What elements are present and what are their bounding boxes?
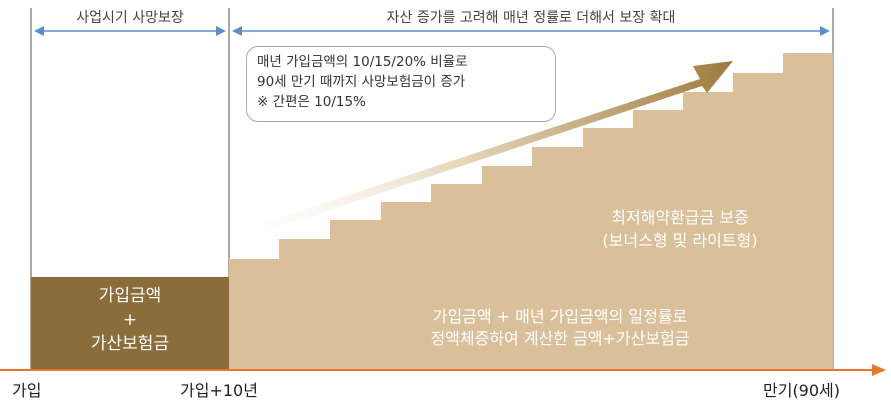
base-coverage-block (31, 277, 229, 370)
right-span-bracket (232, 26, 830, 36)
callout-line-1: 매년 가입금액의 10/15/20% 비율로 (257, 54, 468, 70)
growth-arrow (233, 61, 733, 241)
refund-guarantee-line-2: (보너스형 및 라이트형) (602, 231, 758, 250)
base-coverage-line-2: + (122, 310, 138, 330)
increasing-amount-line-1: 가입금액 + 매년 가입금액의 일정률로 (432, 307, 688, 326)
timeline-arrowhead (872, 364, 886, 376)
base-coverage-label: 가입금액 + 가산보험금 (31, 284, 229, 356)
base-coverage-line-3: 가산보험금 (90, 334, 170, 354)
increasing-amount-label: 가입금액 + 매년 가입금액의 일정률로 정액체증하여 계산한 금액+가산보험금 (300, 306, 820, 350)
axis-label-end: 만기(90세) (763, 381, 841, 400)
base-coverage-line-1: 가입금액 (98, 286, 162, 306)
callout-line-3: ※ 간편은 10/15% (257, 94, 366, 110)
axis-label-10yr: 가입+10년 (180, 381, 258, 400)
refund-guarantee-line-1: 최저해약환급금 보증 (611, 208, 749, 227)
axis-label-start: 가입 (12, 381, 42, 400)
header-right-label: 자산 증가를 고려해 매년 정률로 더해서 보장 확대 (386, 10, 676, 26)
header-left-label: 사업시기 사망보장 (76, 10, 184, 26)
callout-line-2: 90세 만기 때까지 사망보험금이 증가 (257, 74, 466, 90)
increasing-amount-line-2: 정액체증하여 계산한 금액+가산보험금 (430, 329, 690, 348)
increasing-coverage-staircase (229, 53, 833, 370)
left-span-bracket (34, 26, 226, 36)
info-callout: 매년 가입금액의 10/15/20% 비율로 90세 만기 때까지 사망보험금이… (246, 46, 556, 122)
refund-guarantee-label: 최저해약환급금 보증 (보너스형 및 라이트형) (530, 206, 830, 252)
